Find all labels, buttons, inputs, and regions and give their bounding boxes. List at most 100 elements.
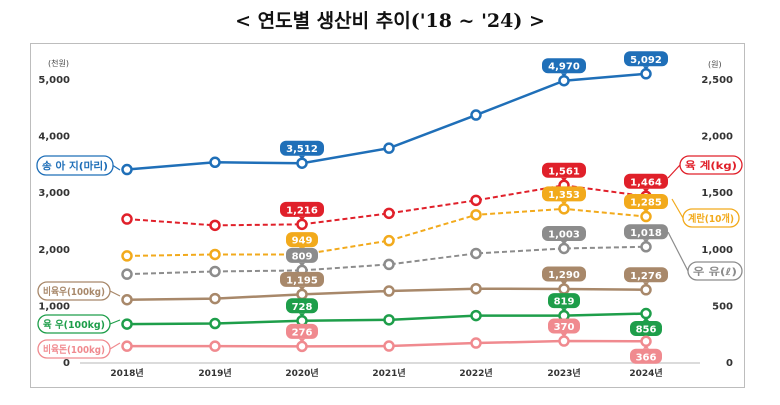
value-label: 366 [636, 352, 657, 363]
callout-pointer [109, 290, 121, 297]
data-point [558, 283, 570, 295]
value-label-bg [280, 140, 324, 156]
series-name-label: 비육우(100kg) [43, 285, 105, 298]
data-point [383, 234, 395, 247]
value-label-pointer [643, 344, 649, 349]
data-point [470, 247, 482, 260]
chart-frame [30, 43, 745, 388]
x-tick-label: 2020년 [285, 367, 318, 379]
series-name-label: 비육돈(100kg) [43, 343, 105, 356]
value-label: 5,092 [630, 55, 662, 66]
value-label-bg [542, 266, 586, 282]
data-point [640, 335, 652, 348]
value-label-bg [624, 173, 668, 189]
value-label-bg [286, 323, 318, 339]
value-label: 276 [292, 327, 313, 338]
data-point [558, 335, 570, 347]
value-label-pointer [561, 281, 567, 286]
series-name-label: 육 계(kg) [685, 159, 737, 172]
value-label-bg [280, 271, 324, 287]
data-point [209, 156, 221, 169]
callout-pointer [109, 319, 121, 325]
left-tick-label: 1,000 [38, 301, 70, 312]
data-point [383, 142, 395, 154]
left-tick-label: 5,000 [38, 75, 70, 86]
data-point [383, 314, 395, 326]
value-label-pointer [561, 308, 567, 313]
value-label: 3,512 [286, 144, 318, 155]
series-7: 276 370 366 비육돈(100kg) [37, 318, 662, 364]
data-point [640, 284, 652, 296]
callout-pointer [667, 164, 681, 179]
value-label-pointer [561, 333, 567, 338]
value-label-pointer [299, 338, 305, 343]
value-label-pointer [299, 155, 305, 160]
right-tick-label: 2,500 [701, 75, 733, 86]
data-point [640, 210, 652, 223]
series-name-label: 육 우(100kg) [43, 319, 105, 331]
left-tick-label: 4,000 [38, 132, 70, 143]
data-point [121, 318, 133, 330]
data-point [209, 340, 221, 352]
data-point [470, 309, 482, 322]
series-name-label: 송 아 지(마리) [42, 160, 108, 173]
data-point [209, 219, 221, 232]
data-point [383, 285, 395, 297]
data-point [209, 248, 221, 261]
value-label-bg [630, 321, 662, 337]
series-1: 3,512 4,970 5,092 송 아 지(마리) [36, 51, 668, 176]
value-label-bg [542, 186, 586, 202]
value-label: 728 [292, 302, 313, 313]
data-point [470, 282, 482, 295]
series-name-callout [36, 155, 114, 176]
value-label-pointer [643, 317, 649, 322]
data-point [296, 218, 308, 231]
series-name-label: 우 유(ℓ) [693, 266, 737, 278]
series-name-callout [679, 155, 743, 175]
value-label-pointer [299, 313, 305, 318]
value-label: 1,276 [630, 271, 662, 282]
value-label: 809 [292, 251, 313, 262]
value-label-bg [624, 194, 668, 210]
data-point [558, 74, 570, 87]
data-point [209, 317, 221, 330]
value-label-pointer [561, 73, 567, 78]
data-point [296, 340, 308, 353]
data-point [383, 340, 395, 352]
right-tick-label: 0 [726, 358, 733, 369]
value-label: 1,561 [548, 166, 580, 177]
callout-pointer [671, 198, 684, 219]
series-2: 1,216 1,561 1,464 육 계(kg) [121, 155, 743, 232]
series-6: 728 819 856 육 우(100kg) [37, 293, 662, 337]
series-name-callout [687, 261, 743, 281]
right-tick-label: 1,000 [701, 245, 733, 256]
value-label-bg [542, 225, 586, 241]
value-label: 4,970 [548, 62, 580, 73]
chart-title: < 연도별 생산비 추이('18 ~ '24) > [235, 10, 545, 32]
series-4: 809 1,003 1,018 우 유(ℓ) [121, 224, 743, 281]
data-point [296, 288, 308, 301]
value-label: 1,195 [286, 275, 318, 286]
callout-pointer [109, 342, 121, 350]
value-label: 949 [292, 236, 313, 247]
data-point [640, 241, 652, 253]
data-point [209, 265, 221, 278]
right-axis-unit: (원) [708, 60, 722, 69]
value-label: 1,216 [286, 205, 318, 216]
series-name-callout [37, 281, 111, 301]
data-point [383, 207, 395, 220]
value-label-pointer [299, 262, 305, 267]
callout-pointer [667, 231, 689, 272]
value-label-pointer [643, 239, 649, 244]
value-label: 1,290 [548, 270, 580, 281]
value-label-bg [630, 348, 662, 364]
series-name-callout [682, 208, 740, 228]
value-label-bg [286, 247, 318, 263]
data-point [470, 109, 482, 121]
data-point [640, 68, 652, 80]
value-label-bg [548, 293, 580, 309]
x-tick-label: 2024년 [629, 367, 662, 379]
value-label-pointer [299, 286, 305, 291]
value-label-pointer [643, 188, 649, 193]
left-tick-label: 2,000 [38, 245, 70, 256]
